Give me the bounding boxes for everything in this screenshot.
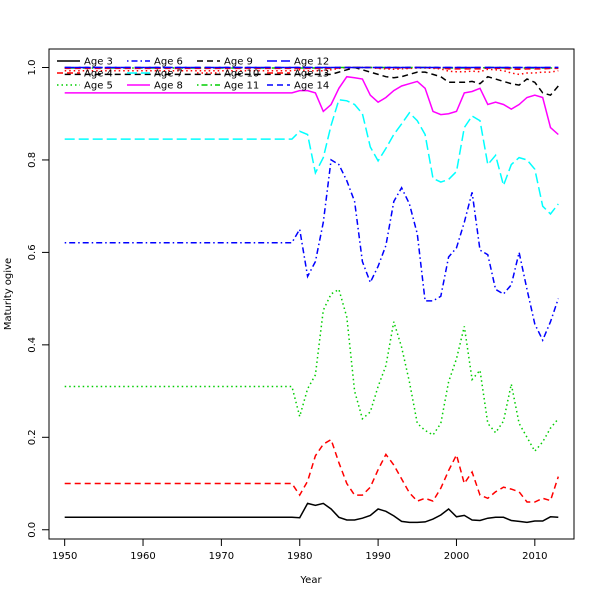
legend-label: Age 13 [294, 69, 329, 80]
legend-label: Age 10 [224, 69, 259, 80]
y-axis: 0.0 0.2 0.4 0.6 0.8 1.0 [27, 60, 49, 538]
y-tick-label: 0.4 [27, 337, 38, 353]
x-tick-label: 2000 [444, 551, 469, 562]
series-line-8 [64, 75, 559, 136]
legend-label: Age 5 [84, 81, 113, 92]
legend-label: Age 12 [294, 57, 329, 68]
x-tick-label: 1960 [130, 551, 155, 562]
y-tick-label: 0.2 [27, 429, 38, 445]
x-axis-label: Year [299, 575, 322, 586]
series-line-3 [64, 502, 559, 524]
x-tick-label: 1970 [209, 551, 234, 562]
series-line-7 [64, 98, 559, 216]
y-tick-label: 1.0 [27, 60, 38, 76]
y-tick-label: 0.8 [27, 152, 38, 168]
x-tick-label: 1950 [52, 551, 77, 562]
y-tick-label: 0.6 [27, 244, 38, 260]
legend-label: Age 7 [154, 69, 183, 80]
x-axis: 1950 1960 1970 1980 1990 2000 2010 [52, 539, 548, 562]
legend-label: Age 14 [294, 81, 329, 92]
series-lines [64, 66, 560, 524]
x-tick-label: 1980 [287, 551, 312, 562]
legend-label: Age 9 [224, 57, 253, 68]
legend-label: Age 4 [84, 69, 113, 80]
legend-label: Age 3 [84, 57, 113, 68]
x-tick-label: 2010 [522, 551, 547, 562]
series-line-6 [64, 158, 560, 343]
y-tick-label: 0.0 [27, 522, 38, 538]
legend-label: Age 6 [154, 57, 183, 68]
plot-frame [48, 48, 575, 540]
series-line-13 [64, 66, 559, 71]
series-line-5 [64, 288, 559, 453]
y-axis-label: Maturity ogive [3, 258, 14, 330]
legend-label: Age 11 [224, 81, 259, 92]
series-line-4 [64, 438, 560, 503]
legend-label: Age 8 [154, 81, 183, 92]
series-line-9 [64, 66, 559, 97]
x-tick-label: 1990 [365, 551, 390, 562]
